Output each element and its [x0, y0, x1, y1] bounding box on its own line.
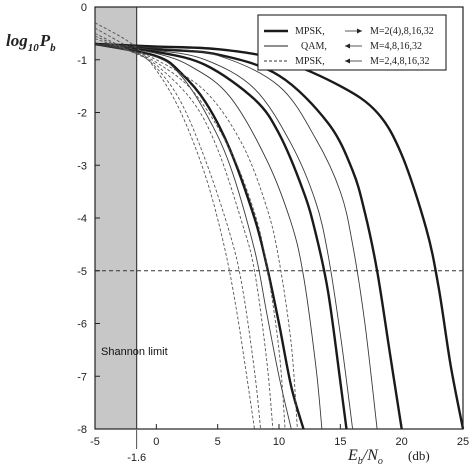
series-line-mpsk-coded-11 — [94, 35, 286, 430]
series-line-mpsk-coded-8 — [94, 22, 255, 430]
series-line-qam-6 — [94, 43, 354, 430]
x-axis-title: Eb/No — [347, 447, 383, 467]
legend-entry-qam: QAM, M=4,8,16,32 — [264, 41, 422, 52]
series-line-mpsk-coded-9 — [94, 27, 262, 430]
x-axis-title-mid: /N — [362, 447, 379, 464]
legend-arrow-head-left-2 — [345, 43, 350, 49]
x-axis-title-e: E — [347, 447, 358, 464]
y-tick-label: 0 — [81, 2, 87, 14]
x-tick-label-shannon: -1.6 — [127, 452, 146, 464]
y-tick-label: -4 — [77, 213, 87, 225]
y-tick-label: -2 — [77, 108, 87, 120]
series-line-mpsk-coded-10 — [94, 32, 274, 430]
y-tick-label: -8 — [77, 424, 87, 436]
legend-scheme-1: MPSK, — [295, 26, 325, 37]
series-line-mpsk-2 — [94, 42, 403, 430]
y-tick-label: -6 — [77, 319, 87, 331]
x-tick-label: 0 — [153, 436, 159, 448]
legend-arrow-head-left-3 — [345, 58, 350, 64]
legend-orders-2: M=4,8,16,32 — [370, 41, 422, 52]
legend: MPSK, M=2(4),8,16,32 QAM, M=4,8,16,32 MP… — [257, 14, 447, 71]
x-axis-title-sub1: b — [358, 456, 363, 467]
x-tick-label: 5 — [215, 436, 221, 448]
y-axis-title: log10Pb — [6, 31, 56, 54]
legend-orders-1: M=2(4),8,16,32 — [370, 26, 434, 37]
x-tick-label: 20 — [396, 436, 408, 448]
y-axis-title-var: P — [39, 31, 51, 50]
y-tick-label: -7 — [77, 371, 87, 383]
series-line-qam-4 — [94, 43, 292, 430]
x-tick-label: 25 — [457, 436, 469, 448]
series-line-mpsk-1 — [94, 42, 348, 430]
series-line-mpsk-0 — [94, 42, 305, 430]
legend-entry-mpsk-dashed: MPSK, M=2,4,8,16,32 — [264, 56, 430, 67]
legend-scheme-3: MPSK, — [295, 56, 325, 67]
legend-orders-3: M=2,4,8,16,32 — [370, 56, 430, 67]
y-tick-label: -1 — [77, 55, 87, 67]
x-tick-label: 15 — [334, 436, 346, 448]
legend-arrow-head-right-1 — [357, 28, 362, 34]
y-axis-title-base: 10 — [28, 42, 40, 54]
x-tick-label: 10 — [273, 436, 285, 448]
x-axis-title-sub2: o — [378, 456, 383, 467]
series-line-qam-5 — [94, 43, 323, 430]
legend-entry-mpsk: MPSK, M=2(4),8,16,32 — [264, 26, 434, 37]
x-axis-unit: (db) — [408, 448, 430, 463]
shannon-limit-label: Shannon limit — [101, 346, 168, 358]
legend-scheme-2: QAM, — [301, 41, 327, 52]
axis-ticks: -5 0 5 10 15 20 25 -1.6 0 -1 -2 -3 -4 -5 -6 -7 -8 — [77, 2, 469, 464]
curves — [94, 22, 465, 430]
series-line-qam-7 — [94, 43, 378, 430]
y-axis-title-log: log — [6, 31, 28, 50]
y-tick-label: -3 — [77, 160, 87, 172]
shannon-limit-region — [95, 7, 137, 429]
y-tick-label: -5 — [77, 266, 87, 278]
x-tick-label: -5 — [90, 436, 100, 448]
y-axis-title-varsub: b — [50, 42, 56, 54]
series-line-mpsk-3 — [94, 42, 465, 430]
series-line-mpsk-coded-12 — [94, 38, 298, 430]
